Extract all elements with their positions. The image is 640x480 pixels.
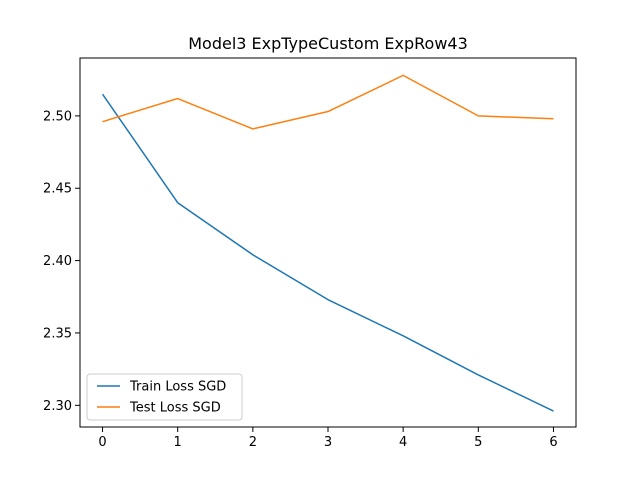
- y-tick-label: 2.35: [43, 326, 72, 341]
- x-tick-label: 1: [174, 435, 182, 450]
- y-axis: 2.30 2.35 2.40 2.45 2.50: [43, 109, 80, 414]
- legend-label: Train Loss SGD: [129, 380, 226, 395]
- plot-frame: [79, 57, 577, 428]
- series-line-test-loss: [102, 74, 554, 130]
- legend-label: Test Loss SGD: [129, 401, 221, 416]
- y-tick-label: 2.45: [43, 182, 72, 197]
- legend: Train Loss SGD Test Loss SGD: [86, 373, 243, 421]
- x-tick-label: 5: [474, 435, 482, 450]
- y-tick-label: 2.50: [43, 109, 72, 124]
- x-tick-label: 2: [249, 435, 257, 450]
- y-tick-label: 2.30: [43, 399, 72, 414]
- x-tick-label: 3: [324, 435, 332, 450]
- chart-title: Model3 ExpTypeCustom ExpRow43: [188, 34, 468, 53]
- x-tick-label: 4: [399, 435, 407, 450]
- x-tick-label: 6: [549, 435, 557, 450]
- series-line-train-loss: [101, 93, 554, 412]
- x-axis: 0 1 2 3 4 5 6: [98, 427, 558, 450]
- x-tick-label: 0: [98, 435, 106, 450]
- series-layer: [101, 74, 554, 412]
- y-tick-label: 2.40: [43, 254, 72, 269]
- legend-box: [86, 373, 243, 421]
